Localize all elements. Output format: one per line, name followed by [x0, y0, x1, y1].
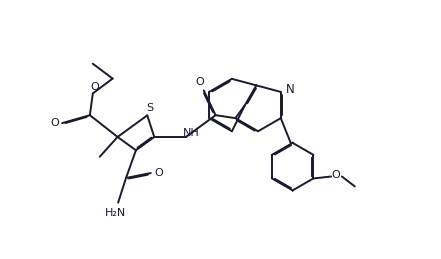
Text: N: N — [286, 83, 295, 96]
Text: NH: NH — [183, 128, 199, 138]
Text: S: S — [147, 103, 154, 113]
Text: O: O — [51, 118, 60, 128]
Text: O: O — [195, 77, 204, 87]
Text: O: O — [90, 82, 99, 92]
Text: H₂N: H₂N — [105, 208, 126, 218]
Text: O: O — [332, 170, 340, 179]
Text: O: O — [154, 168, 163, 178]
